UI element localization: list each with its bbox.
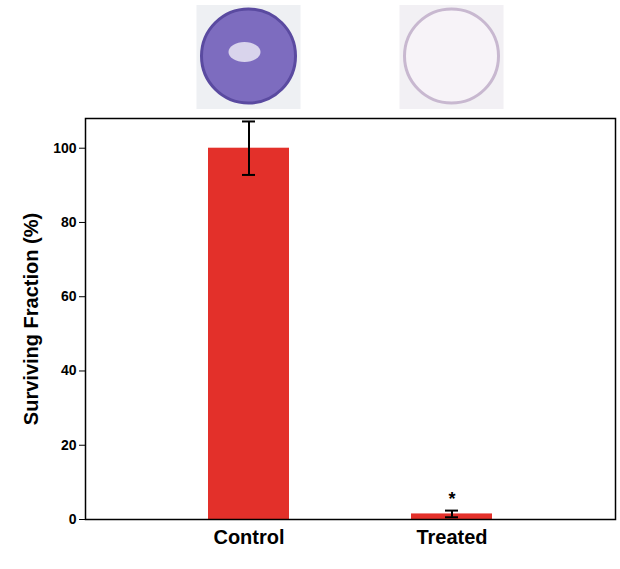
svg-text:60: 60 bbox=[61, 288, 77, 304]
svg-text:Control: Control bbox=[213, 526, 284, 548]
svg-text:*: * bbox=[448, 489, 455, 509]
svg-text:Surviving Fraction (%): Surviving Fraction (%) bbox=[20, 213, 42, 425]
svg-text:0: 0 bbox=[69, 511, 77, 527]
svg-text:100: 100 bbox=[53, 140, 77, 156]
svg-text:Treated: Treated bbox=[416, 526, 487, 548]
svg-text:40: 40 bbox=[61, 362, 77, 378]
svg-text:80: 80 bbox=[61, 214, 77, 230]
svg-text:20: 20 bbox=[61, 437, 77, 453]
